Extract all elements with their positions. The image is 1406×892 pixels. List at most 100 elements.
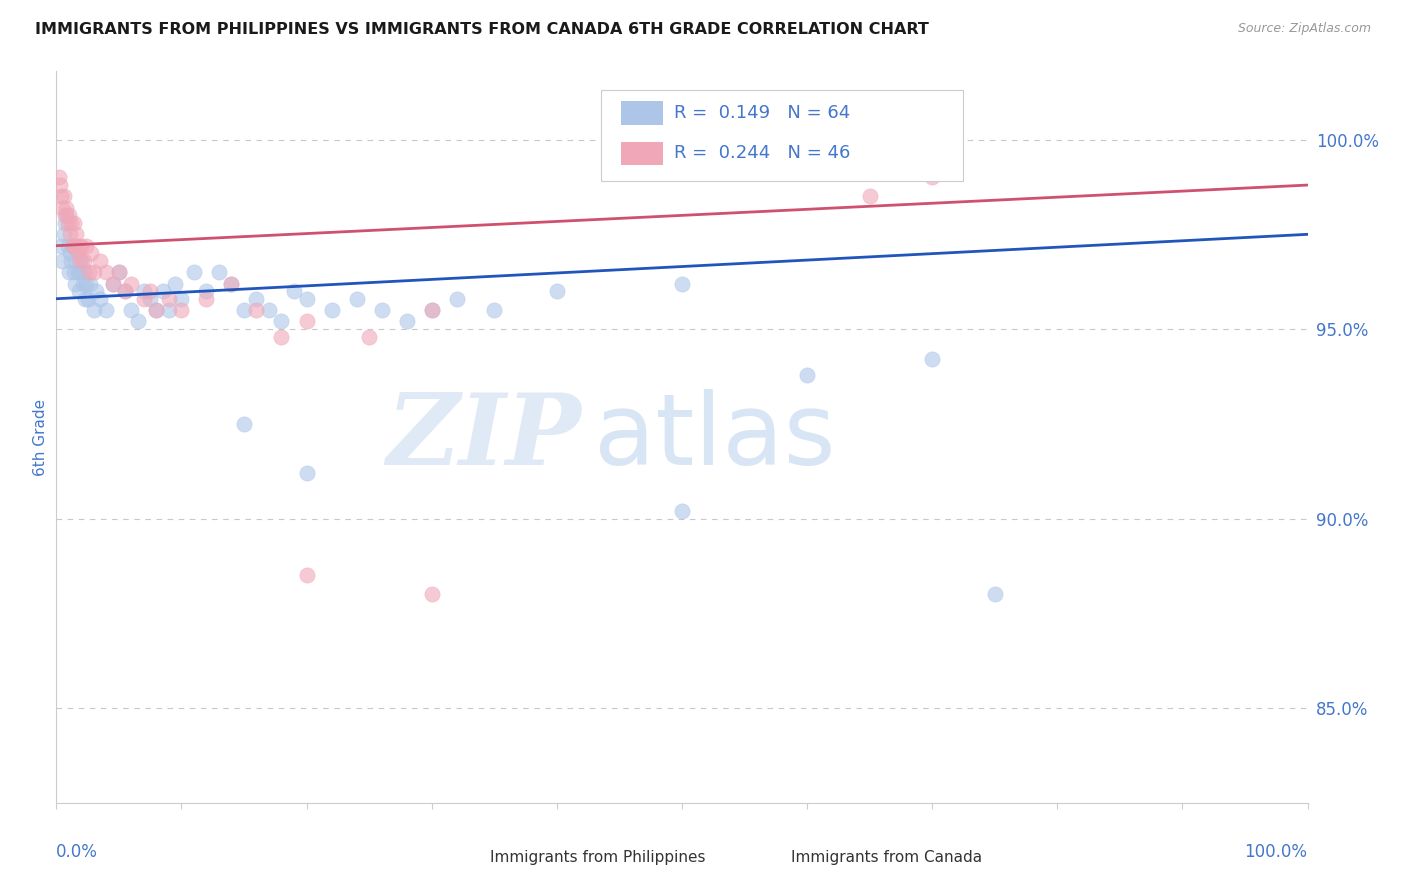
Point <box>63 238 86 252</box>
Point <box>96 303 118 318</box>
Point <box>69 265 91 279</box>
FancyBboxPatch shape <box>600 90 963 181</box>
Point <box>60 216 83 230</box>
Point <box>101 277 124 291</box>
Point <box>80 246 103 260</box>
Y-axis label: 6th Grade: 6th Grade <box>32 399 48 475</box>
Point <box>59 246 82 260</box>
Point <box>145 303 167 318</box>
Point <box>114 284 136 298</box>
Point <box>165 277 187 291</box>
Point <box>58 265 80 279</box>
Point <box>83 303 105 318</box>
Point <box>295 568 318 582</box>
Point <box>195 292 218 306</box>
Point <box>48 170 70 185</box>
Point <box>75 238 97 252</box>
Point <box>62 238 84 252</box>
FancyBboxPatch shape <box>754 847 783 868</box>
Point <box>145 303 167 318</box>
Text: 100.0%: 100.0% <box>1244 843 1308 861</box>
Point <box>83 265 105 279</box>
Point <box>859 189 882 203</box>
Point <box>132 284 155 298</box>
Point <box>796 368 818 382</box>
Point <box>370 303 392 318</box>
Text: ZIP: ZIP <box>387 389 582 485</box>
Point <box>51 201 73 215</box>
Point <box>63 277 86 291</box>
Point <box>257 303 280 318</box>
Point <box>139 284 162 298</box>
Point <box>157 292 180 306</box>
Text: 0.0%: 0.0% <box>56 843 98 861</box>
Point <box>671 277 693 291</box>
Point <box>108 265 131 279</box>
Point <box>67 284 90 298</box>
Point <box>76 292 98 306</box>
Point <box>52 227 75 242</box>
Point <box>58 208 80 222</box>
Point <box>170 292 193 306</box>
Point <box>127 314 149 328</box>
Text: R =  0.244   N = 46: R = 0.244 N = 46 <box>675 145 851 162</box>
Point <box>62 238 84 252</box>
Point <box>295 314 318 328</box>
Text: R =  0.149   N = 64: R = 0.149 N = 64 <box>675 104 851 122</box>
Text: Immigrants from Canada: Immigrants from Canada <box>790 850 981 865</box>
Point <box>55 208 77 222</box>
Point <box>75 277 97 291</box>
Point <box>89 253 111 268</box>
FancyBboxPatch shape <box>620 102 664 125</box>
Point <box>157 303 180 318</box>
Point <box>67 238 90 252</box>
Point <box>446 292 468 306</box>
Point <box>195 284 218 298</box>
Point <box>120 277 142 291</box>
Point <box>152 284 174 298</box>
Point <box>984 587 1007 601</box>
Point <box>62 216 84 230</box>
Point <box>295 466 318 480</box>
Point <box>52 189 75 203</box>
Point <box>245 303 267 318</box>
Point <box>270 314 292 328</box>
Point <box>221 277 243 291</box>
Point <box>84 284 107 298</box>
Text: IMMIGRANTS FROM PHILIPPINES VS IMMIGRANTS FROM CANADA 6TH GRADE CORRELATION CHAR: IMMIGRANTS FROM PHILIPPINES VS IMMIGRANT… <box>35 22 929 37</box>
Point <box>484 303 506 318</box>
Point <box>56 216 79 230</box>
Point <box>70 253 93 268</box>
Point <box>921 352 943 367</box>
Point <box>295 292 318 306</box>
Text: Immigrants from Philippines: Immigrants from Philippines <box>491 850 706 865</box>
Point <box>921 170 943 185</box>
Point <box>114 284 136 298</box>
Point <box>233 303 256 318</box>
Point <box>55 201 77 215</box>
Point <box>108 265 131 279</box>
Point <box>51 189 73 203</box>
Point <box>53 208 76 222</box>
Point <box>270 329 292 343</box>
Point <box>65 253 87 268</box>
Point <box>96 265 118 279</box>
Point <box>208 265 231 279</box>
Point <box>60 253 83 268</box>
Point <box>73 253 96 268</box>
Point <box>66 265 89 279</box>
Point <box>132 292 155 306</box>
Text: atlas: atlas <box>595 389 837 485</box>
Point <box>221 277 243 291</box>
Point <box>346 292 368 306</box>
Point <box>59 227 82 242</box>
Point <box>170 303 193 318</box>
Point <box>56 238 79 252</box>
Point <box>395 314 418 328</box>
Point <box>183 265 205 279</box>
Point <box>359 329 381 343</box>
Point <box>321 303 343 318</box>
Point <box>120 303 142 318</box>
FancyBboxPatch shape <box>453 847 482 868</box>
Point <box>101 277 124 291</box>
